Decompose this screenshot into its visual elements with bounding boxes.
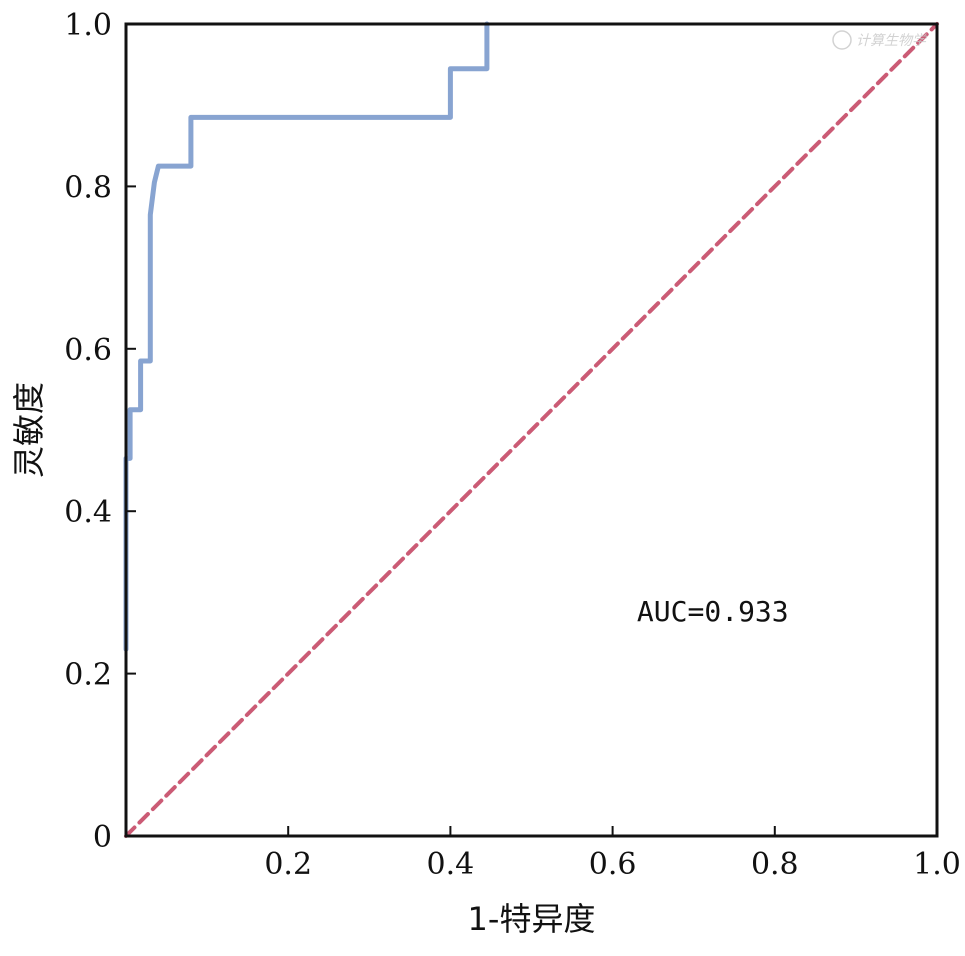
- axis-ticks: 0.2 0.4 0.6 0.8 1.0 0 0.2 0.4 0.6 0.8 1.0: [64, 8, 961, 882]
- x-tick-label: 0.8: [751, 847, 799, 882]
- y-axis-title: 灵敏度: [10, 382, 48, 478]
- x-tick-label: 1.0: [913, 847, 961, 882]
- watermark-text: 计算生物学: [856, 33, 928, 49]
- y-tick-label: 0.4: [64, 495, 112, 530]
- x-tick-label: 0.2: [264, 847, 312, 882]
- watermark: 计算生物学: [832, 30, 928, 50]
- reference-diagonal-line: [124, 22, 939, 838]
- y-tick-label: 1.0: [64, 8, 112, 43]
- plot-marks: [123, 21, 939, 838]
- x-tick-label: 0.6: [589, 847, 637, 882]
- y-tick-label: 0.6: [64, 333, 112, 368]
- x-axis-title: 1-特异度: [468, 900, 596, 938]
- y-tick-label: 0.2: [64, 658, 112, 693]
- auc-annotation: AUC=0.933: [637, 595, 789, 628]
- plot-frame: [124, 22, 939, 838]
- roc-curve-line: [123, 21, 490, 652]
- y-tick-label: 0.8: [64, 170, 112, 205]
- watermark-logo-icon: [832, 30, 852, 50]
- y-tick-label: 0: [93, 820, 112, 855]
- x-tick-label: 0.4: [427, 847, 475, 882]
